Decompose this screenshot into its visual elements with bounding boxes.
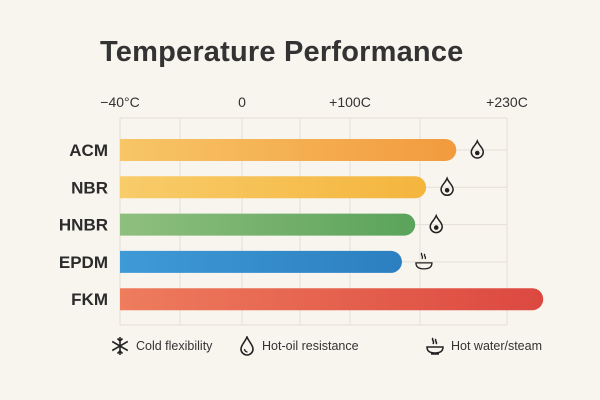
oil-drop-dot [474,150,480,156]
category-label: FKM [71,290,108,309]
snowflake-icon [111,337,129,355]
hot-water-steam-icon [415,252,433,270]
hot-oil-icon [429,213,443,234]
bar-hnbr [120,213,416,236]
bar-fkm [120,288,544,311]
bar-nbr [120,176,427,199]
x-tick-label: +100C [329,94,371,110]
category-label: EPDM [59,253,108,272]
hot-oil-icon [240,336,254,356]
hot-water-steam-icon [426,337,444,355]
category-label: HNBR [59,216,108,235]
category-label: NBR [71,178,108,197]
hot-oil-icon [440,176,454,197]
legend-item-cold: Cold flexibility [110,336,212,356]
legend-label: Hot-oil resistance [262,339,359,353]
oil-drop-dot [433,225,439,230]
x-tick-label: −40°C [100,94,139,110]
x-tick-label: 0 [238,94,246,110]
bar-epdm [120,250,402,273]
oil-drop-dot [444,188,450,193]
legend-label: Hot water/steam [451,339,543,353]
hot-oil-icon [470,138,485,159]
category-label: ACM [69,141,108,160]
legend-item-hot-oil: Hot-oil resistance [238,336,359,356]
x-tick-label: +230C [486,94,528,110]
bar-acm [120,139,457,161]
legend-label: Cold flexibility [136,339,213,353]
chart-title: Temperature Performance [100,36,464,68]
legend-item-hot-water: Hot water/steam [425,336,542,356]
